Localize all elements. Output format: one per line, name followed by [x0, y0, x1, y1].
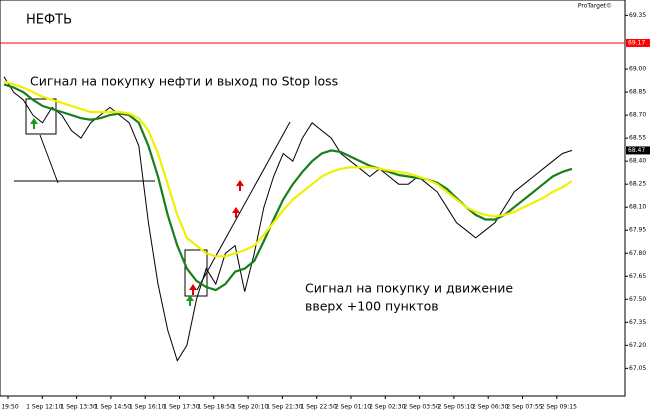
x-tick-label: 1 Sep 22:50 — [301, 404, 337, 411]
y-tick-label: 67.65 — [629, 273, 646, 280]
y-tick-label: 67.20 — [629, 342, 646, 349]
y-tick-label: 68.25 — [629, 181, 646, 188]
sell-arrow — [189, 284, 197, 295]
y-tick-label: 69.35 — [629, 12, 646, 19]
x-tick-label: 2 Sep 07:55 — [506, 404, 542, 411]
x-tick-label: 2 Sep 02:30 — [369, 404, 405, 411]
moving-average — [3, 80, 573, 258]
level-label: 69.17 — [628, 39, 645, 46]
sell-arrow — [236, 180, 244, 191]
x-tick-label: 1 Sep 21:30 — [266, 404, 302, 411]
y-tick-label: 68.85 — [629, 89, 646, 96]
y-tick-label: 68.70 — [629, 112, 646, 119]
annotation: Сигнал на покупку нефти и выход по Stop … — [30, 74, 338, 89]
drawings — [14, 98, 291, 297]
y-tick-label: 67.35 — [629, 319, 646, 326]
y-tick-label: 68.55 — [629, 135, 646, 142]
y-tick-label: 67.95 — [629, 227, 646, 234]
x-tick-label: 1 Sep 12:10 — [26, 404, 62, 411]
moving-average — [3, 83, 573, 292]
x-tick-label: 1 Sep 14:50 — [95, 404, 131, 411]
price-tag-label: 68.47 — [628, 147, 645, 154]
watermark: ProTarget© — [578, 3, 612, 10]
price-tag — [626, 146, 650, 155]
level-tag — [626, 38, 650, 47]
chart-title: НЕФТЬ — [26, 13, 72, 28]
x-tick-label: 19:50 — [1, 404, 18, 411]
signal-box — [25, 98, 57, 135]
buy-arrow — [30, 118, 38, 129]
arrows — [30, 118, 244, 306]
y-tick-label: 68.10 — [629, 204, 646, 211]
buy-arrow — [186, 295, 194, 306]
x-tick-label: 1 Sep 18:50 — [198, 404, 234, 411]
price-line — [3, 76, 573, 362]
plot-frame — [0, 0, 626, 397]
x-tick-label: 1 Sep 13:30 — [60, 404, 96, 411]
x-tick-label: 2 Sep 01:10 — [335, 404, 371, 411]
annotation: Сигнал на покупку и движение — [305, 281, 513, 296]
trend-line — [196, 121, 291, 291]
signal-box — [184, 249, 208, 297]
x-tick-label: 1 Sep 20:10 — [232, 404, 268, 411]
y-tick-label: 67.50 — [629, 296, 646, 303]
y-tick-label: 68.40 — [629, 158, 646, 165]
y-tick-label: 67.80 — [629, 250, 646, 257]
x-tick-label: 2 Sep 03:50 — [403, 404, 439, 411]
sell-arrow — [232, 207, 240, 218]
x-tick-label: 2 Sep 09:15 — [541, 404, 577, 411]
y-tick-label: 67.05 — [629, 365, 646, 372]
trend-line — [39, 134, 59, 184]
x-tick-label: 1 Sep 16:10 — [129, 404, 165, 411]
annotation: вверх +100 пунктов — [305, 299, 439, 314]
x-tick-label: 1 Sep 17:30 — [163, 404, 199, 411]
x-tick-label: 2 Sep 05:10 — [438, 404, 474, 411]
y-tick-label: 69.00 — [629, 66, 646, 73]
x-tick-label: 2 Sep 06:30 — [472, 404, 508, 411]
